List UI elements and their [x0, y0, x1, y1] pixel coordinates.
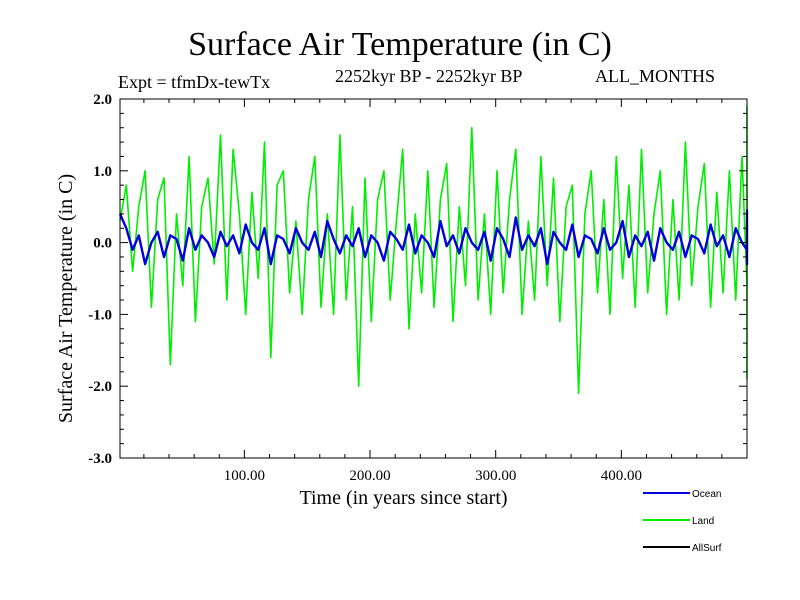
months-label: ALL_MONTHS [595, 66, 715, 86]
period-label: 2252kyr BP - 2252kyr BP [335, 66, 523, 86]
y-tick-label: 1.0 [93, 164, 112, 180]
legend-ocean-label: Ocean [692, 489, 721, 500]
x-tick-label: 400.00 [601, 468, 642, 484]
y-tick-label: 0.0 [93, 236, 112, 252]
y-tick-label: -1.0 [88, 307, 112, 323]
legend-land-label: Land [692, 516, 714, 527]
x-tick-label: 100.00 [224, 468, 265, 484]
x-axis-label: Time (in years since start) [299, 487, 507, 509]
plot-frame [119, 98, 748, 459]
x-tick-label: 300.00 [475, 468, 516, 484]
chart-title: Surface Air Temperature (in C) [188, 26, 612, 63]
y-tick-label: -2.0 [88, 379, 112, 395]
series-land-line [119, 105, 748, 395]
y-axis-label: Surface Air Temperature (in C) [55, 174, 77, 423]
x-tick-label: 200.00 [349, 468, 390, 484]
y-tick-label: -3.0 [88, 451, 112, 467]
legend-allsurf-label: AllSurf [692, 543, 722, 554]
y-tick-label: 2.0 [93, 92, 112, 108]
experiment-label: Expt = tfmDx-tewTx [118, 72, 271, 92]
